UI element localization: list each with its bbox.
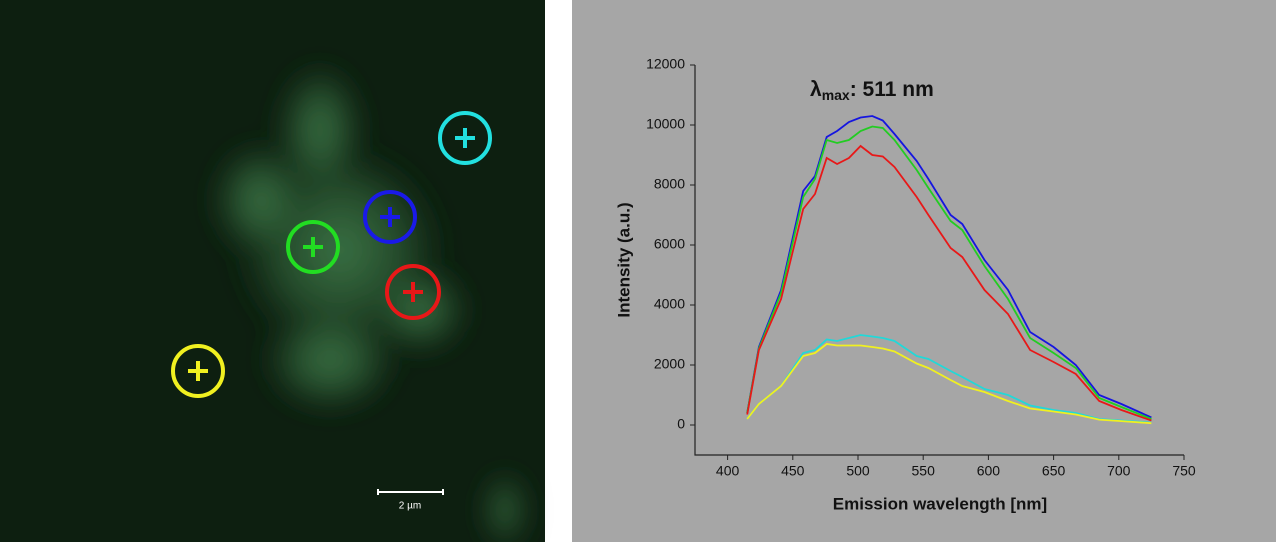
x-tick-label: 650 xyxy=(1042,463,1066,479)
y-tick-label: 12000 xyxy=(646,56,685,72)
annotation-subscript: max xyxy=(822,87,850,103)
scale-bar-label: 2 µm xyxy=(399,501,421,512)
y-axis-label: Intensity (a.u.) xyxy=(614,202,633,317)
annotation-symbol: λ xyxy=(810,78,822,101)
x-tick-label: 750 xyxy=(1172,463,1196,479)
x-tick-label: 400 xyxy=(716,463,740,479)
x-tick-label: 700 xyxy=(1107,463,1131,479)
scale-bar xyxy=(377,489,444,495)
series-line xyxy=(746,125,1152,420)
axes xyxy=(694,65,1184,456)
y-tick-label: 10000 xyxy=(646,116,685,132)
x-tick-label: 450 xyxy=(781,463,805,479)
y-tick-label: 2000 xyxy=(654,356,685,372)
series-line xyxy=(746,343,1152,425)
x-axis-label: Emission wavelength [nm] xyxy=(833,494,1047,513)
y-tick-label: 6000 xyxy=(654,236,685,252)
x-tick-label: 500 xyxy=(846,463,870,479)
annotation: λmax: 511 nm xyxy=(810,78,934,103)
series-line xyxy=(746,334,1152,424)
x-tick-label: 550 xyxy=(912,463,936,479)
cell-fluorescence xyxy=(210,60,525,547)
x-tick-label: 600 xyxy=(977,463,1001,479)
y-tick-label: 0 xyxy=(677,416,685,432)
series-line xyxy=(746,115,1152,419)
y-tick-label: 8000 xyxy=(654,176,685,192)
chart-background xyxy=(572,0,1276,542)
roi-markers xyxy=(171,111,492,398)
series-line xyxy=(746,144,1152,422)
y-tick-label: 4000 xyxy=(654,296,685,312)
annotation-text: : 511 nm xyxy=(850,78,934,101)
